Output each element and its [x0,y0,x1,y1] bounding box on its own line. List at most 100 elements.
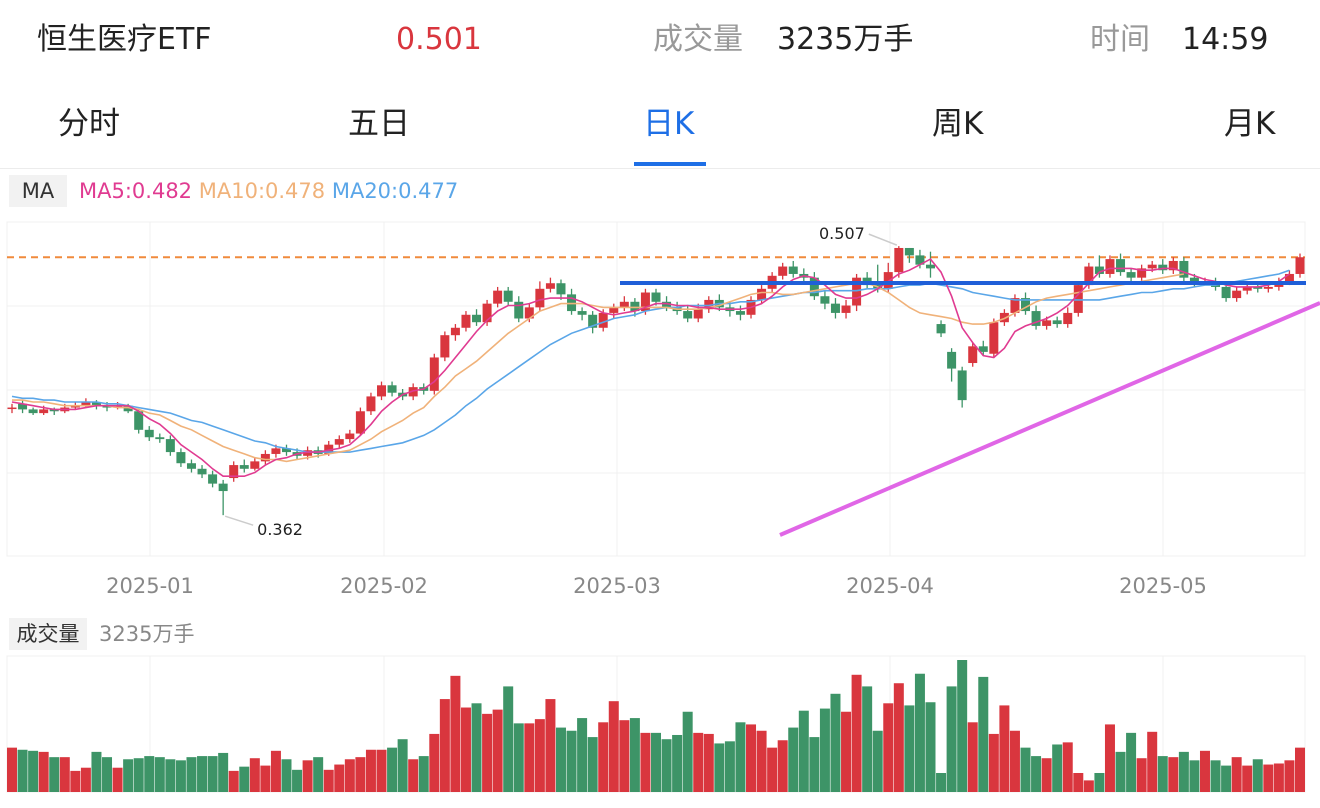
volume-bar [978,676,989,792]
price-panel-frame [6,221,1306,557]
volume-bar [80,767,91,792]
tab-weekly-k[interactable]: 周K [932,106,984,142]
x-tick-label: 2025-03 [573,574,661,598]
volume-bar [545,699,556,792]
volume-panel-value: 3235万手 [99,622,195,646]
volume-bar [914,673,925,792]
volume-bar [1062,742,1073,792]
candle-body [1137,268,1147,278]
candle-body [1063,312,1073,325]
candle-body [1094,266,1104,274]
volume-bar [1083,780,1094,792]
candle-body [778,266,788,276]
volume-bar [1178,751,1189,792]
candle-body [197,468,207,475]
candle-body [1168,260,1178,271]
volume-bar [988,733,999,792]
volume-label: 成交量 [653,22,743,57]
volume-bar [1041,758,1052,792]
min-annotation-leader [224,515,254,526]
volume-bar [862,686,873,792]
candle-body [957,370,967,401]
candle-body [144,429,154,438]
candle-body [229,465,239,479]
period-tabs: 分时 五日 日K 周K 月K [0,96,1320,169]
x-tick-label: 2025-02 [340,574,428,598]
volume-bar [925,702,936,792]
candle-body [377,385,387,397]
volume-bar [798,710,809,792]
volume-bar [429,733,440,792]
ma20-line [11,269,1290,453]
candle-body [651,292,661,302]
candle-body [757,288,767,300]
volume-bar [714,743,725,792]
tab-daily-k[interactable]: 日K [643,106,695,142]
volume-bar [59,757,70,792]
candle-body [208,474,218,484]
candle-body [978,346,988,352]
volume-bar [387,747,398,792]
volume-indicator-tag[interactable]: 成交量 [9,618,87,650]
volume-bar [1189,760,1200,792]
volume-bar [260,765,271,792]
candle-body [925,264,935,269]
candle-body [1158,264,1168,271]
volume-bar [397,739,408,792]
volume-bar [1284,760,1295,792]
tab-five-day[interactable]: 五日 [348,106,410,142]
candle-body [102,405,112,408]
volume-bar [344,759,355,792]
candle-body [239,465,249,469]
candle-body [271,448,281,454]
ma-indicator-tag[interactable]: MA [9,175,67,207]
volume-bar [165,759,176,792]
volume-bar [239,766,250,792]
candle-body [218,483,228,492]
volume-bar [133,758,144,792]
volume-bar [102,757,113,792]
ma10-line [12,273,1185,463]
candle-body [894,247,904,273]
current-price: 0.501 [396,22,482,57]
candle-body [503,290,513,302]
candle-body [577,311,587,315]
candle-body [693,309,703,319]
candle-body [999,312,1009,323]
volume-bar [841,711,852,792]
volume-bar [830,693,841,792]
candle-body [588,314,598,328]
volume-bar [724,741,735,792]
candle-body [1263,286,1273,289]
candle-body [303,450,313,456]
volume-bar [513,723,524,792]
quote-header: 恒生医疗ETF 0.501 成交量 3235万手 时间 14:59 [0,0,1320,80]
volume-bar [682,711,693,792]
volume-bar [651,732,661,792]
candle-body [165,439,175,453]
volume-bar [693,732,704,792]
volume-bar [767,747,778,792]
volume-value: 3235万手 [777,22,914,57]
candle-body [1116,259,1126,273]
candle-body [989,322,999,354]
volume-bar [450,675,461,792]
volume-bar [460,707,471,792]
candle-body [355,411,365,434]
candle-body [1221,286,1231,299]
candle-body [830,303,840,313]
volume-bar [1104,724,1115,792]
volume-bar [38,751,49,792]
volume-bar [1295,747,1305,792]
candle-body [968,346,978,364]
candle-body [1042,320,1052,326]
tab-intraday[interactable]: 分时 [58,106,120,142]
volume-bar [756,730,767,792]
candle-body [324,444,334,454]
candle-body [598,312,608,328]
volume-bar [703,733,714,792]
tab-monthly-k[interactable]: 月K [1224,106,1276,142]
volume-bar [17,749,28,792]
volume-bar [503,686,514,792]
